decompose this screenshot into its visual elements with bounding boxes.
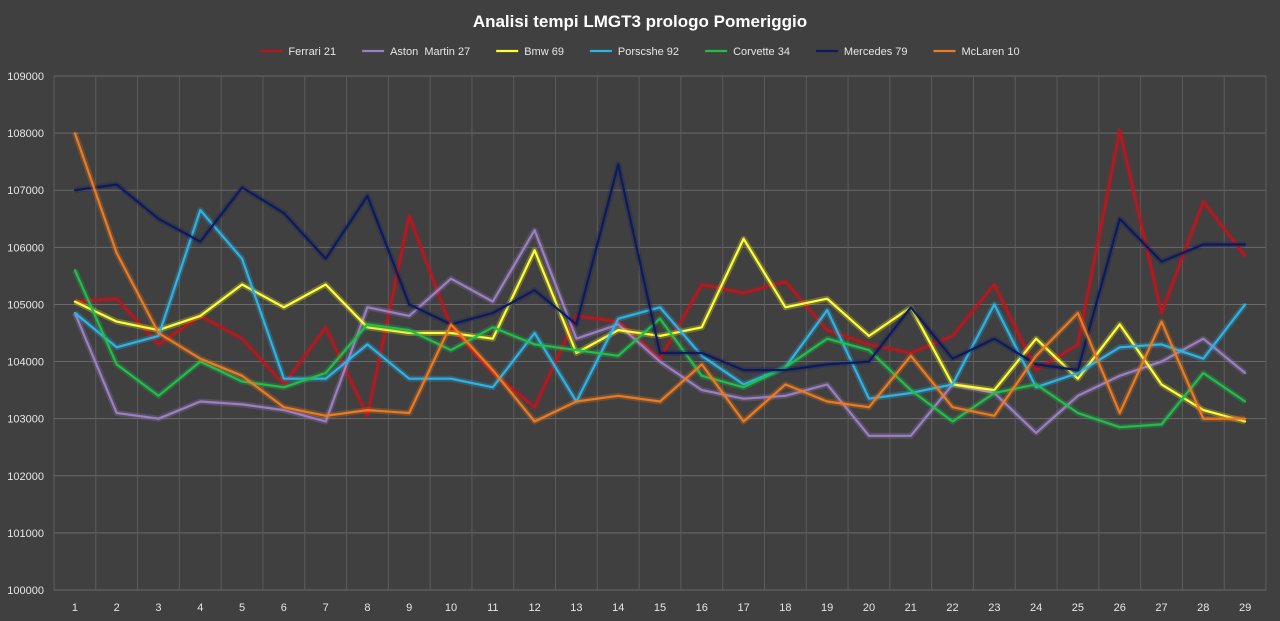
legend-item: Porscshe 92 (589, 46, 679, 58)
x-tick-label: 26 (1114, 602, 1126, 614)
x-tick-label: 21 (905, 602, 917, 614)
legend-label: Porscshe 92 (618, 46, 679, 58)
y-tick-label: 103000 (7, 414, 44, 426)
y-tick-label: 100000 (7, 585, 44, 597)
x-tick-label: 4 (197, 602, 203, 614)
y-tick-label: 101000 (7, 528, 44, 540)
legend-item: Aston Martin 27 (362, 46, 470, 58)
series-line (73, 229, 1247, 437)
legend: Ferrari 21 Aston Martin 27 Bmw 69 Porscshe … (260, 46, 1020, 58)
x-tick-label: 25 (1072, 602, 1084, 614)
x-tick-label: 11 (487, 602, 498, 614)
x-tick-label: 5 (239, 602, 245, 614)
x-tick-label: 9 (406, 602, 412, 614)
legend-label: Mercedes 79 (844, 46, 908, 58)
x-tick-label: 7 (323, 602, 329, 614)
x-tick-label: 2 (114, 602, 120, 614)
series-line (73, 269, 1247, 429)
legend-item: Corvette 34 (705, 46, 790, 58)
x-tick-label: 17 (737, 602, 749, 614)
y-tick-label: 104000 (7, 357, 44, 369)
legend-item: Bmw 69 (496, 46, 564, 58)
series-line (73, 209, 1247, 403)
y-tick-label: 108000 (7, 128, 44, 140)
y-axis-ticks: 100000 101000 102000 103000 104000 105000 1060… (7, 71, 44, 597)
legend-label: Corvette 34 (733, 46, 790, 58)
x-tick-label: 3 (155, 602, 161, 614)
legend-item: Ferrari 21 (260, 46, 336, 58)
y-tick-label: 107000 (7, 185, 44, 197)
series-line (73, 132, 1247, 423)
x-tick-label: 13 (570, 602, 582, 614)
legend-label: McLaren 10 (962, 46, 1020, 58)
x-tick-label: 6 (281, 602, 287, 614)
series-line (73, 237, 1247, 423)
series-glow (73, 235, 1246, 425)
x-tick-label: 1 (72, 602, 78, 614)
x-tick-label: 20 (863, 602, 875, 614)
x-tick-label: 16 (696, 602, 708, 614)
x-tick-label: 10 (445, 602, 457, 614)
x-tick-label: 15 (654, 602, 666, 614)
x-tick-label: 12 (528, 602, 540, 614)
legend-item: Mercedes 79 (815, 46, 908, 58)
x-tick-label: 24 (1030, 602, 1042, 614)
chart-title: Analisi tempi LMGT3 prologo Pomeriggio (473, 12, 807, 31)
series-lines (72, 127, 1248, 439)
series-glow (72, 207, 1248, 405)
legend-label: Aston Martin 27 (390, 46, 470, 58)
y-tick-label: 106000 (7, 242, 44, 254)
series-line (73, 163, 1247, 372)
x-tick-label: 22 (946, 602, 958, 614)
legend-label: Ferrari 21 (288, 46, 336, 58)
x-tick-label: 14 (612, 602, 624, 614)
y-tick-label: 109000 (7, 71, 44, 83)
y-tick-label: 102000 (7, 471, 44, 483)
x-tick-label: 29 (1239, 602, 1251, 614)
grid (53, 75, 1267, 591)
x-tick-label: 28 (1197, 602, 1209, 614)
x-tick-label: 8 (364, 602, 370, 614)
x-tick-label: 19 (821, 602, 833, 614)
x-tick-label: 27 (1155, 602, 1167, 614)
series-glow (74, 161, 1246, 374)
legend-item: McLaren 10 (933, 46, 1020, 58)
legend-label: Bmw 69 (524, 46, 564, 58)
x-tick-label: 23 (988, 602, 1000, 614)
y-tick-label: 105000 (7, 299, 44, 311)
series-line (73, 129, 1247, 417)
x-tick-label: 18 (779, 602, 791, 614)
x-axis-ticks: 1 2 3 4 5 6 7 8 9 10 11 12 13 14 15 16 17 18 19 20 21 22 23 24 2… (72, 602, 1251, 614)
